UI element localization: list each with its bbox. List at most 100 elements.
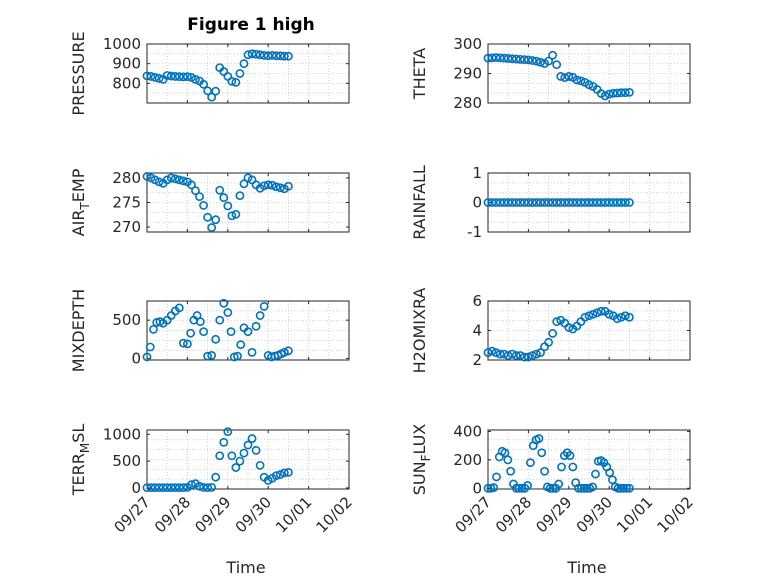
pressure-data-point [203, 86, 212, 96]
rainfall-ylabel-main: RAINFALL [410, 165, 429, 240]
air_temp-ylabel-sub: T [78, 202, 92, 211]
pressure-data-point [211, 86, 221, 96]
sun_flux-data-point [548, 483, 558, 493]
pressure-data-point [166, 71, 176, 81]
h2omixra-data-point [528, 351, 537, 360]
mixdepth-axes-box [146, 300, 350, 361]
terr_msl-data-point [158, 483, 168, 493]
air_temp-data-point [235, 191, 245, 201]
mixdepth-data-point [145, 342, 155, 352]
rainfall-data-point [491, 198, 501, 207]
pressure-data-point [178, 72, 188, 82]
rainfall-data-point [584, 198, 594, 207]
sun_flux-ylabel-rest: LUX [410, 424, 429, 455]
theta-ylabel: THETA [410, 48, 429, 100]
terr_msl-data-point [215, 451, 225, 461]
pressure-ylabel: PRESSURE [69, 31, 88, 115]
terr_msl-data-point [223, 427, 233, 437]
h2omixra-data-point [503, 351, 513, 360]
theta-data-point [536, 57, 545, 67]
mixdepth-data-point [259, 301, 269, 311]
rainfall-data-point [507, 198, 517, 207]
h2omixra-data-point [564, 323, 574, 332]
terr_msl-ytick-label: 0 [131, 479, 141, 497]
pressure-data-point [150, 73, 160, 82]
sun_flux-data-point [625, 483, 634, 493]
theta-data-point [519, 55, 529, 65]
mixdepth-data-point [226, 327, 236, 337]
sun_flux-xtick-label: 09/29 [532, 493, 575, 536]
mixdepth-data-point [247, 347, 257, 357]
terr_msl-data-point [170, 483, 180, 493]
sun_flux-data-point [557, 462, 566, 472]
terr_msl-data-point [174, 483, 184, 493]
terr_msl-xlabel: Time [225, 558, 265, 577]
sun_flux-data-point [582, 483, 592, 493]
air_temp-ytick-label: 280 [112, 169, 141, 187]
theta-data-point [600, 91, 610, 101]
sun_flux-data-point [588, 482, 598, 492]
air_temp-data-point [271, 182, 281, 192]
h2omixra-data-point [580, 312, 590, 322]
rainfall-data-point [560, 198, 570, 207]
theta-data-point [548, 50, 558, 60]
mixdepth-data-point [279, 347, 289, 357]
sun_flux-data-point [506, 466, 516, 476]
terr_msl-xtick-label: 09/28 [151, 493, 194, 536]
pressure-data-point [142, 71, 152, 81]
terr_msl-ytick-label: 1000 [103, 425, 141, 443]
terr_msl-ylabel-main: TERR [69, 453, 88, 496]
h2omixra-data-point [592, 308, 602, 318]
theta-ylabel-main: THETA [410, 48, 429, 100]
terr_msl-ylabel-rest: SL [69, 424, 88, 443]
sun_flux-data-point [523, 481, 532, 490]
terr_msl-data-point [199, 482, 208, 492]
sun_flux-data-point [503, 455, 513, 465]
theta-data-point [576, 76, 586, 86]
sun_flux-ytick-label: 0 [472, 479, 482, 497]
pressure-ylabel-main: PRESSURE [69, 31, 88, 115]
terr_msl-data-point [162, 483, 172, 493]
mixdepth-data-point [174, 303, 184, 313]
theta-ytick-label: 300 [453, 35, 482, 53]
pressure-data-point [259, 51, 269, 60]
h2omixra-ylabel: H2OMIXRA [410, 288, 429, 374]
mixdepth-data-point [203, 351, 212, 361]
terr_msl-data-point [231, 463, 241, 472]
terr_msl-data-point [251, 445, 261, 455]
rainfall-data-point [499, 198, 509, 207]
mixdepth-ytick-label: 500 [112, 311, 141, 329]
h2omixra-data-point [495, 349, 505, 359]
sun_flux-data-point [483, 483, 493, 493]
theta-data-point [560, 73, 570, 83]
rainfall-data-point [487, 198, 497, 207]
mixdepth-data-point [219, 298, 229, 308]
panel-theta: 280 290 300 THETA [410, 35, 691, 112]
theta-data-point [503, 54, 513, 63]
mixdepth-data-point [243, 327, 253, 337]
rainfall-data-point [495, 198, 505, 207]
h2omixra-ylabel-main: H2OMIXRA [410, 288, 429, 374]
theta-data-point [515, 54, 525, 64]
sun_flux-data-point [579, 483, 589, 493]
air_temp-data-point [231, 209, 241, 219]
h2omixra-data-point [584, 311, 594, 321]
pressure-data-point [275, 51, 285, 61]
mixdepth-data-point [186, 328, 196, 338]
terr_msl-data-point [227, 451, 237, 461]
air_temp-data-point [283, 181, 293, 191]
sun_flux-ytick-label: 200 [453, 451, 482, 469]
rainfall-data-point [600, 198, 610, 207]
mixdepth-data-point [149, 324, 158, 334]
pressure-data-point [283, 51, 293, 61]
air_temp-ylabel-main: AIR [69, 210, 88, 237]
sun_flux-data-point [616, 483, 626, 493]
terr_msl-data-point [142, 483, 152, 493]
rainfall-data-point [503, 198, 513, 207]
terr_msl-xtick-label: 09/30 [232, 493, 275, 536]
terr_msl-data-point [178, 483, 188, 493]
